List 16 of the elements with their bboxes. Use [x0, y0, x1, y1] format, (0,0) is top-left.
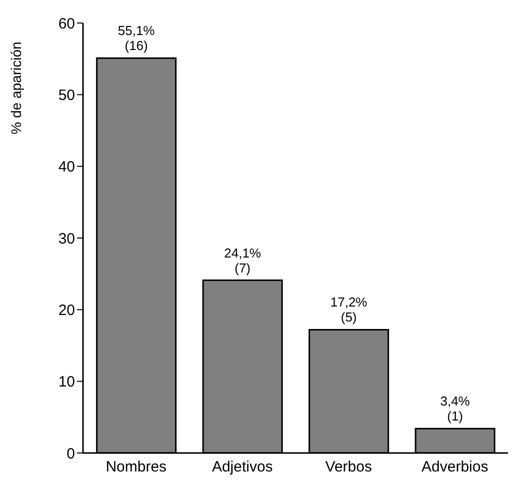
y-tick-label: 30 [58, 230, 75, 248]
y-tick-label: 10 [58, 374, 75, 391]
data-label: 17,2% (5) [330, 294, 368, 325]
data-label: 55,1% (16) [118, 23, 156, 54]
x-tick-label: Nombres [106, 458, 167, 476]
x-tick-label: Adjetivos [212, 458, 273, 476]
y-axis-title: % de aparición [8, 42, 24, 134]
y-tick-label: 50 [58, 86, 75, 104]
x-tick-label: Adverbios [422, 458, 488, 476]
y-tick-label: 20 [58, 302, 75, 319]
y-tick-label: 0 [66, 445, 75, 462]
y-tick-label: 40 [58, 158, 75, 176]
y-tick-label: 60 [58, 15, 75, 32]
data-label: 3,4% (1) [440, 394, 470, 424]
data-label: 24,1% (7) [224, 245, 262, 276]
x-tick-label: Verbos [325, 458, 372, 476]
